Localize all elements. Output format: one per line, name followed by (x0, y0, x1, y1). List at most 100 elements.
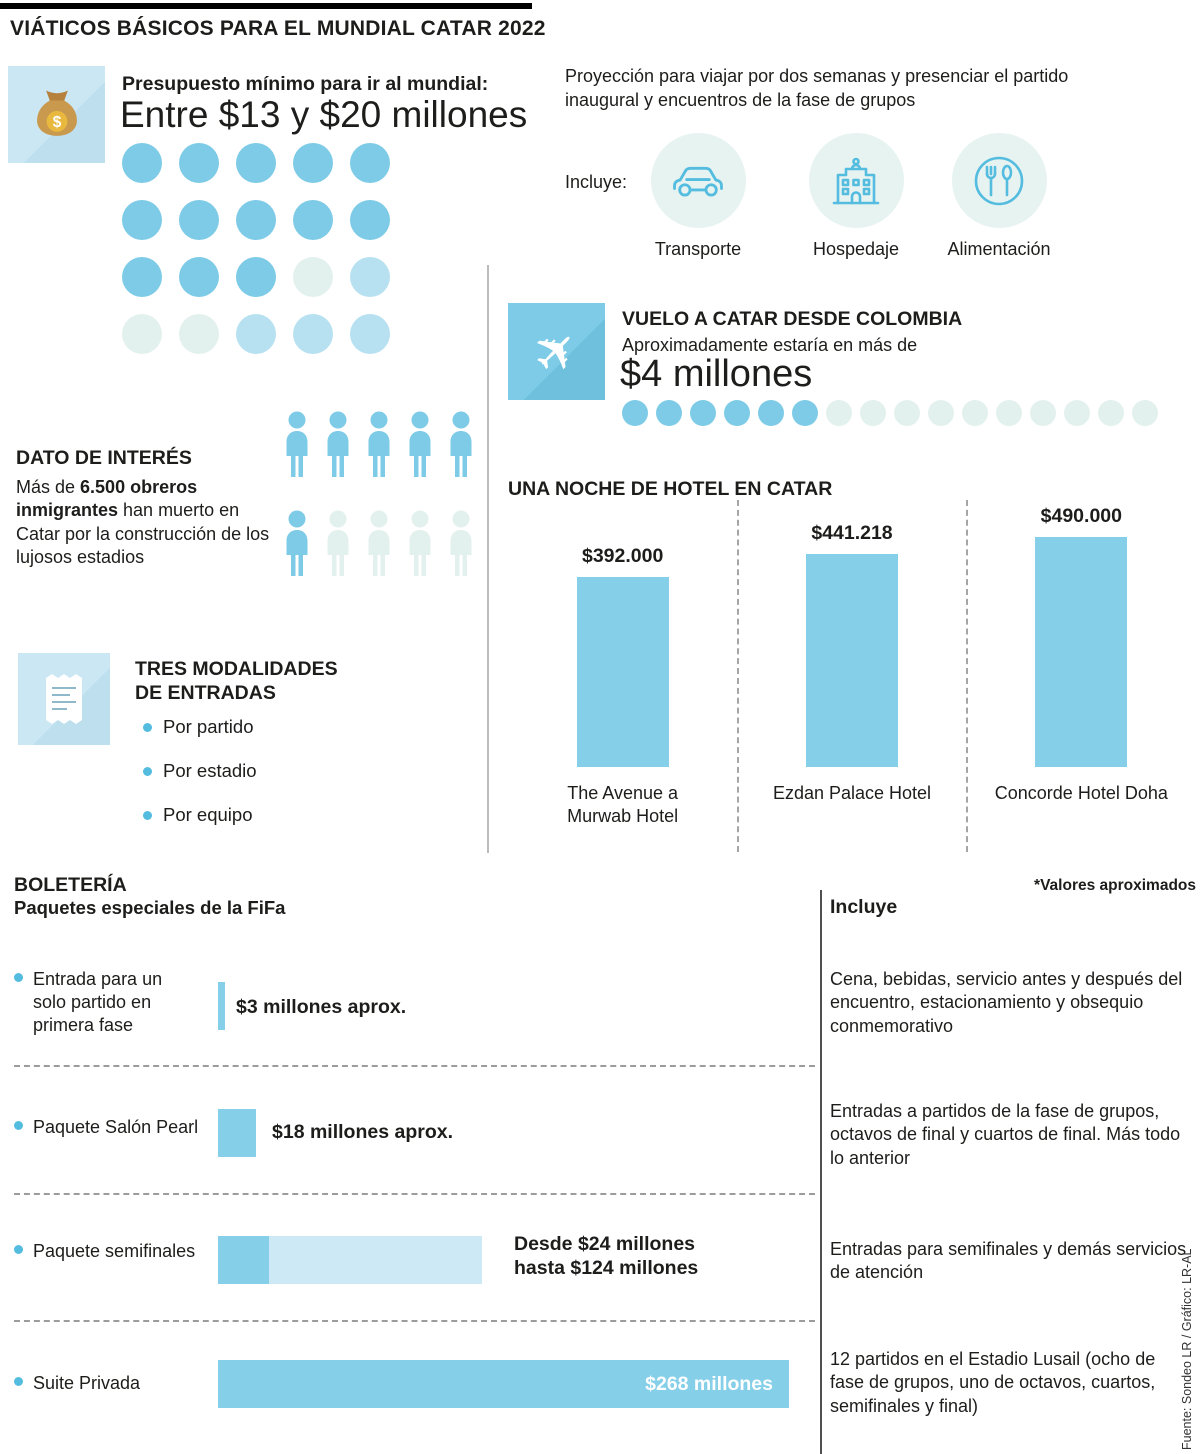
ticket-modality-item: Por estadio (143, 760, 257, 782)
hotel-name-label: The Avenue a Murwab Hotel (567, 783, 679, 827)
money-bag-icon: $ (36, 90, 77, 136)
ticket-modality-list: Por partido Por estadio Por equipo (143, 716, 257, 848)
page-title: VIÁTICOS BÁSICOS PARA EL MUNDIAL CATAR 2… (10, 17, 546, 40)
bullet-icon (14, 1245, 23, 1254)
package-label-row: Suite Privada (14, 1372, 224, 1395)
budget-dot (350, 200, 390, 240)
bullet-icon (143, 766, 152, 776)
flight-cost-dot (996, 400, 1022, 426)
ticket-modality-item: Por partido (143, 716, 257, 738)
flight-subtitle: Aproximadamente estaría en más de (622, 335, 918, 355)
bullet-icon (14, 1377, 23, 1386)
hotel-bar (805, 554, 898, 767)
flight-cost-dot (860, 400, 886, 426)
person-icon (281, 510, 313, 585)
ticket-modality-item: Por equipo (143, 804, 257, 826)
flight-cost-dot (894, 400, 920, 426)
budget-dot (236, 257, 276, 297)
budget-dot-grid (122, 143, 390, 354)
package-bar-2 (218, 1109, 256, 1157)
flight-cost-dot (1064, 400, 1090, 426)
car-icon-circle (650, 133, 746, 228)
hotel-column: $392.000 The Avenue a Murwab Hotel (508, 505, 737, 829)
money-bag-tile: $ (8, 66, 105, 163)
budget-dot (122, 257, 162, 297)
flight-cost-dot (1132, 400, 1158, 426)
bullet-icon (143, 810, 152, 820)
row-dashed-divider (14, 1193, 815, 1195)
tickets-title: TRES MODALIDADES DE ENTRADAS (135, 658, 338, 706)
hotel-name-label: Concorde Hotel Doha (994, 783, 1168, 803)
source-credit: Fuente: Sondeo LR / Gráfico: LR-AL (1180, 1248, 1194, 1451)
boleteria-note: *Valores aproximados (1034, 877, 1196, 894)
person-icon (445, 411, 477, 486)
package-label: Paquete semifinales (33, 1241, 196, 1261)
building-icon (832, 157, 880, 204)
hotel-column: $490.000 Concorde Hotel Doha (967, 505, 1196, 829)
person-icon (322, 411, 354, 486)
top-rule (0, 3, 532, 9)
package-includes-text: 12 partidos en el Estadio Lusail (ocho d… (830, 1349, 1156, 1416)
fact-text-prefix: Más de (16, 477, 81, 497)
flight-cost-dot (928, 400, 954, 426)
budget-dot (350, 314, 390, 354)
hotel-chart-title: UNA NOCHE DE HOTEL EN CATAR (508, 478, 833, 500)
hotel-chart-columns: $392.000 The Avenue a Murwab Hotel $441.21… (508, 505, 1196, 829)
car-icon (673, 166, 723, 196)
hotel-name-label: Ezdan Palace Hotel (772, 783, 932, 803)
svg-text:$: $ (52, 114, 61, 131)
budget-dot (236, 314, 276, 354)
hotel-price-label: $441.218 (811, 522, 893, 544)
flight-cost-dot (792, 400, 818, 426)
building-icon-circle (808, 133, 904, 228)
cutlery-icon-circle (951, 133, 1047, 228)
budget-label: Presupuesto mínimo para ir al mundial: (122, 73, 489, 95)
flight-cost-dot (690, 400, 716, 426)
budget-dot (122, 314, 162, 354)
projection-item-transporte: Transporte (632, 133, 764, 260)
fact-text-bold: 6.500 obreros inmigrantes (16, 477, 198, 521)
package-includes-text: Entradas a partidos de la fase de grupos… (830, 1101, 1181, 1168)
hotel-column: $441.218 Ezdan Palace Hotel (737, 505, 966, 829)
hotel-barwrap: $392.000 (576, 505, 669, 767)
package-bar-range-3 (269, 1236, 482, 1284)
package-bar-1 (218, 982, 225, 1030)
hotel-dashed-divider (966, 500, 968, 852)
plane-icon: ✈ (519, 314, 594, 389)
budget-dot (179, 257, 219, 297)
fact-title: DATO DE INTERÉS (16, 447, 192, 469)
person-icon (322, 510, 354, 585)
package-label: Suite Privada (33, 1373, 141, 1393)
hotel-price-label: $490.000 (1040, 505, 1122, 527)
budget-dot (179, 143, 219, 183)
boleteria-subtitle: Paquetes especiales de la FiFa (14, 897, 286, 918)
package-label: Entrada para un solo partido en primera … (33, 969, 163, 1036)
projection-item-label: Transporte (654, 239, 742, 259)
package-label-row: Entrada para un solo partido en primera … (14, 968, 182, 1037)
bullet-icon (14, 1121, 23, 1130)
budget-dot (293, 314, 333, 354)
person-icon (404, 411, 436, 486)
plane-tile: ✈ (508, 303, 605, 400)
hotel-dashed-divider (737, 500, 739, 852)
budget-dot (350, 257, 390, 297)
people-row (281, 411, 477, 486)
flight-cost-dot (962, 400, 988, 426)
package-value-label: $268 millones (645, 1372, 773, 1395)
budget-dot (179, 200, 219, 240)
column-divider (487, 265, 489, 853)
bullet-icon (14, 973, 23, 982)
hotel-barwrap: $490.000 (1035, 505, 1128, 767)
projection-text: Proyección para viajar por dos semanas y… (565, 66, 1069, 111)
package-label-row: Paquete Salón Pearl (14, 1116, 224, 1139)
receipt-icon (46, 674, 82, 724)
person-icon (445, 510, 477, 585)
package-value-label: $3 millones aprox. (236, 996, 407, 1018)
ticket-modality-label: Por estadio (163, 760, 257, 781)
budget-dot (236, 200, 276, 240)
package-label-row: Paquete semifinales (14, 1240, 224, 1263)
budget-dot (293, 200, 333, 240)
person-icon (281, 411, 313, 486)
cutlery-icon (974, 156, 1024, 205)
